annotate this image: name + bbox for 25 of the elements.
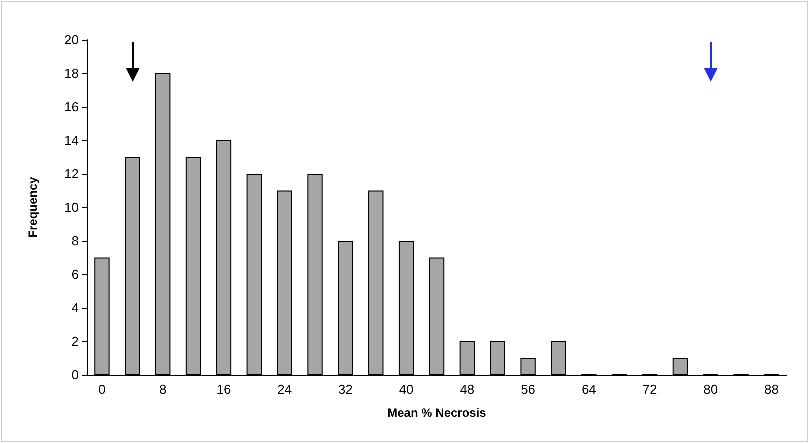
x-axis-title: Mean % Necrosis [388, 406, 487, 420]
x-tick-label: 80 [704, 382, 718, 397]
x-tick-label: 48 [460, 382, 475, 397]
x-tick-label: 72 [642, 382, 658, 397]
x-tick-label: 24 [278, 382, 292, 397]
x-tick-label: 32 [338, 382, 353, 397]
x-tick-label: 16 [216, 382, 232, 397]
y-tick-label: 12 [64, 166, 79, 182]
y-tick-label: 0 [72, 368, 79, 382]
y-tick-label: 18 [64, 66, 79, 81]
y-tick-label: 8 [72, 234, 79, 248]
x-tick-label: 88 [764, 382, 780, 397]
y-tick-label: 14 [64, 133, 79, 148]
x-tick-label: 64 [582, 382, 596, 397]
x-tick-label: 40 [399, 382, 414, 397]
y-tick-label: 16 [64, 100, 79, 114]
x-tick-label: 56 [521, 382, 536, 397]
x-tick-label: 0 [98, 382, 106, 397]
y-axis-title: Frequency [26, 176, 40, 238]
y-tick-label: 4 [72, 300, 79, 316]
y-tick-label: 10 [64, 200, 79, 215]
y-tick-label: 20 [64, 32, 79, 48]
x-tick-label: 8 [159, 382, 167, 397]
y-tick-label: 2 [72, 334, 79, 349]
y-tick-label: 6 [72, 267, 79, 282]
